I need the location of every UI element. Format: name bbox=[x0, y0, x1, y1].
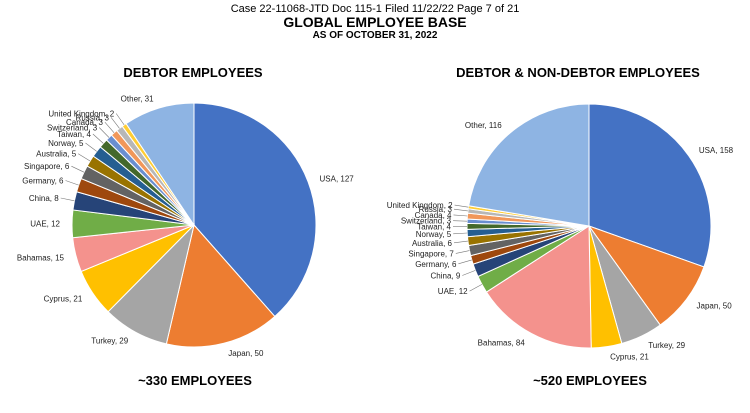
pie-slice-other bbox=[468, 103, 590, 227]
pie-total-combined: ~520 EMPLOYEES bbox=[533, 373, 647, 388]
slice-label-turkey: Turkey, 29 bbox=[91, 337, 128, 346]
leader-line-united-kingdom bbox=[454, 204, 469, 208]
slice-label-taiwan: Taiwan, 4 bbox=[417, 222, 451, 231]
slice-label-russia: Russia, 3 bbox=[76, 113, 110, 122]
leader-line-russia bbox=[110, 117, 120, 129]
slice-label-germany: Germany, 6 bbox=[22, 177, 64, 186]
slice-label-germany: Germany, 6 bbox=[415, 260, 457, 269]
leader-line-germany bbox=[458, 259, 472, 265]
slice-label-bahamas: Bahamas, 84 bbox=[478, 338, 526, 347]
slice-label-switzerland: Switzerland, 3 bbox=[401, 217, 452, 226]
pie-slice-usa bbox=[193, 102, 317, 318]
leader-line-norway bbox=[85, 142, 97, 152]
pie-title-combined: DEBTOR & NON-DEBTOR EMPLOYEES bbox=[456, 65, 700, 80]
slice-label-bahamas: Bahamas, 15 bbox=[17, 253, 65, 262]
slice-label-usa: USA, 127 bbox=[320, 174, 355, 183]
leader-line-china bbox=[462, 270, 476, 276]
pie-title-debtor: DEBTOR EMPLOYEES bbox=[123, 65, 263, 80]
pie-slice-other bbox=[125, 102, 195, 227]
leader-line-canada bbox=[453, 214, 468, 217]
case-header: Case 22-11068-JTD Doc 115-1 Filed 11/22/… bbox=[230, 3, 520, 15]
slice-label-russia: Russia, 3 bbox=[419, 205, 453, 214]
leader-line-uae bbox=[469, 284, 483, 292]
slice-label-united-kingdom: United Kingdom, 2 bbox=[48, 110, 114, 119]
slice-label-switzerland: Switzerland, 3 bbox=[47, 124, 98, 133]
slice-label-norway: Norway, 5 bbox=[48, 139, 84, 148]
leader-line-united-kingdom bbox=[115, 113, 125, 126]
page-subtitle: AS OF OCTOBER 31, 2022 bbox=[312, 30, 438, 41]
leader-line-russia bbox=[453, 208, 468, 212]
slice-label-japan: Japan, 50 bbox=[697, 301, 733, 310]
leader-line-singapore bbox=[455, 250, 470, 254]
slice-label-canada: Canada, 4 bbox=[415, 211, 452, 220]
pie-slice-usa bbox=[588, 103, 712, 268]
leader-line-singapore bbox=[71, 165, 85, 173]
leader-line-germany bbox=[65, 180, 79, 186]
slice-label-canada: Canada, 3 bbox=[66, 118, 103, 127]
slice-label-turkey: Turkey, 29 bbox=[648, 341, 685, 350]
slice-label-uae: UAE, 12 bbox=[438, 287, 468, 296]
pie-chart-debtor: DEBTOR EMPLOYEES ~330 EMPLOYEES USA, 127… bbox=[17, 65, 354, 388]
slice-label-singapore: Singapore, 7 bbox=[408, 249, 454, 258]
leader-line-china bbox=[60, 197, 75, 202]
pie-labels-debtor: USA, 127 Japan, 50 Turkey, 29 Cyprus, 21 Bah… bbox=[17, 95, 354, 358]
pie-slices-combined bbox=[466, 103, 712, 349]
slice-label-australia: Australia, 5 bbox=[36, 150, 77, 159]
leader-line-australia bbox=[453, 240, 468, 244]
page-title: GLOBAL EMPLOYEE BASE bbox=[283, 14, 467, 30]
leader-line-taiwan bbox=[92, 133, 104, 144]
leader-line-canada bbox=[104, 122, 115, 133]
pie-labels-combined: USA, 158 Japan, 50 Turkey, 29 Cyprus, 21 Bah… bbox=[387, 121, 734, 361]
slice-label-japan: Japan, 50 bbox=[228, 349, 264, 358]
leader-line-switzerland bbox=[453, 220, 468, 222]
slice-label-other: Other, 116 bbox=[465, 121, 502, 130]
slice-label-australia: Australia, 6 bbox=[412, 239, 453, 248]
slice-label-united-kingdom: United Kingdom, 2 bbox=[387, 201, 453, 210]
slice-label-china: China, 8 bbox=[29, 194, 59, 203]
slice-label-norway: Norway, 5 bbox=[416, 230, 452, 239]
pie-slices-debtor bbox=[71, 102, 317, 348]
slice-label-taiwan: Taiwan, 4 bbox=[57, 130, 91, 139]
pie-slice-japan bbox=[165, 223, 276, 348]
pie-slice-bahamas bbox=[485, 225, 592, 349]
leader-line-australia bbox=[78, 153, 91, 162]
pie-slice-japan bbox=[587, 224, 705, 326]
slice-label-uae: UAE, 12 bbox=[30, 220, 60, 229]
leader-line-switzerland bbox=[98, 127, 110, 138]
slice-label-singapore: Singapore, 6 bbox=[24, 162, 70, 171]
slice-label-usa: USA, 158 bbox=[699, 146, 734, 155]
slice-label-cyprus: Cyprus, 21 bbox=[610, 353, 649, 362]
pie-total-debtor: ~330 EMPLOYEES bbox=[138, 373, 252, 388]
pie-chart-combined: DEBTOR & NON-DEBTOR EMPLOYEES ~520 EMPLO… bbox=[387, 65, 734, 388]
slice-label-cyprus: Cyprus, 21 bbox=[44, 295, 83, 304]
leader-line-norway bbox=[453, 232, 468, 235]
slice-label-other: Other, 31 bbox=[121, 95, 154, 104]
slice-label-china: China, 9 bbox=[431, 272, 461, 281]
